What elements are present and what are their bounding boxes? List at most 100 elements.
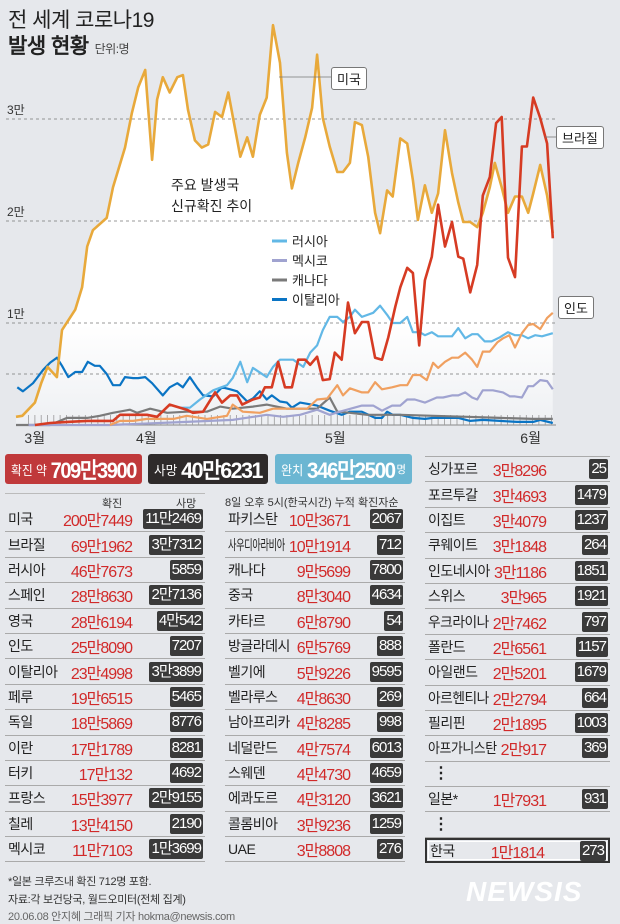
legend-label: 멕시코 xyxy=(292,254,328,269)
country-name: 남아프리카 xyxy=(228,714,290,731)
recovered-label: 완치 xyxy=(281,462,304,478)
confirmed-count: 4만3120 xyxy=(296,792,351,810)
deaths-value: 40만6231 xyxy=(181,458,263,483)
y-tick-label: 1만 xyxy=(7,307,25,321)
table-row: 포르투갈 3만4693 1479 xyxy=(425,482,610,508)
table-row: 네덜란드 4만7574 6013 xyxy=(225,736,405,761)
death-count: 1157 xyxy=(575,636,608,657)
callout-usa: 미국 xyxy=(331,67,367,90)
country-name: 아르헨티나 xyxy=(428,689,489,706)
table-row: 칠레 13만4150 2190 xyxy=(5,812,205,838)
table-row: 이탈리아 23만4998 3만3899 xyxy=(5,659,205,685)
confirmed-count: 28만8630 xyxy=(70,589,133,607)
table-row: 미국 200만7449 11만2469 xyxy=(5,507,205,533)
death-count: 1479 xyxy=(574,484,608,505)
country-name: 스페인 xyxy=(8,587,46,604)
timestamp-note: 8일 오후 5시(한국시간) 누적 확진자순 xyxy=(225,497,399,509)
table-row: 사우디아라비아 10만1914 712 xyxy=(225,532,405,558)
footnote: *일본 크루즈내 확진 712명 포함. xyxy=(8,876,152,888)
confirmed-count: 2만2794 xyxy=(492,691,547,709)
table-row: 쿠웨이트 3만1848 264 xyxy=(425,533,610,559)
death-count: 7800 xyxy=(369,559,403,580)
table-row: 아일랜드 2만5201 1679 xyxy=(425,660,610,686)
death-count: 3만3899 xyxy=(149,661,203,682)
country-name: 사우디아라비아 xyxy=(228,536,285,553)
country-name: 인도네시아 xyxy=(428,562,490,579)
confirmed-count: 11만7103 xyxy=(72,843,133,861)
table-row: 벨기에 5만9226 9595 xyxy=(225,659,405,685)
death-count: 1679 xyxy=(574,662,608,683)
table-row: 캐나다 9만5699 7800 xyxy=(225,558,405,584)
series-line-인도 xyxy=(109,311,554,427)
confirmed-count: 23만4998 xyxy=(70,665,133,683)
death-count: 1003 xyxy=(574,713,608,734)
country-name: 네덜란드 xyxy=(228,739,278,756)
ellipsis: ⋮ xyxy=(433,815,449,833)
confirmed-label: 확진 약 xyxy=(11,462,47,478)
country-name: 인도 xyxy=(8,638,33,655)
table-row: 스위스 3만965 1921 xyxy=(425,584,610,610)
death-count: 2만7136 xyxy=(149,585,203,606)
death-count: 8776 xyxy=(169,712,203,733)
table-row: 인도 25만8090 7207 xyxy=(5,634,205,660)
series-line-이탈리아 xyxy=(16,356,554,425)
series-line-캐나다 xyxy=(16,396,553,427)
death-count: 4만542 xyxy=(156,610,203,631)
country-name: 에콰도르 xyxy=(228,790,278,807)
deaths-content: 사망 40만6231 xyxy=(154,453,263,485)
death-count: 5465 xyxy=(169,686,203,707)
y-tick-label: 3만 xyxy=(7,103,25,117)
death-count: 1921 xyxy=(574,586,608,607)
confirmed-count: 25만8090 xyxy=(70,640,133,658)
confirmed-count: 4만8285 xyxy=(296,716,351,734)
confirmed-count: 3만9236 xyxy=(296,817,351,835)
recovered-suffix: 명 xyxy=(396,464,406,476)
confirmed-count: 2만5201 xyxy=(492,666,547,684)
source-note: 자료:각 보건당국, 월드오미터(전체 집계) xyxy=(8,894,186,906)
confirmed-count: 3만1186 xyxy=(493,564,547,582)
confirmed-count: 2만1895 xyxy=(492,717,547,735)
table-row: 파키스탄 10만3671 2067 xyxy=(225,507,405,533)
death-count: 1851 xyxy=(574,560,608,581)
country-name: 벨기에 xyxy=(228,663,266,680)
country-name: 미국 xyxy=(8,511,33,528)
summary-confirmed: 확진 약 709만3900 xyxy=(5,454,142,484)
confirmed-count: 28만6194 xyxy=(70,614,133,632)
timestamp-header: 8일 오후 5시(한국시간) 누적 확진자순 xyxy=(225,493,405,509)
confirmed-count: 3만8808 xyxy=(296,843,351,861)
confirmed-count: 18만5869 xyxy=(70,716,133,734)
table-row: 아르헨티나 2만2794 664 xyxy=(425,686,610,711)
callout-brazil: 브라질 xyxy=(556,126,604,149)
annotation-line1: 주요 발생국 xyxy=(171,177,239,193)
confirmed-count: 4만8630 xyxy=(296,690,351,708)
table-row: 우크라이나 2만7462 797 xyxy=(425,609,610,635)
country-name: 중국 xyxy=(228,587,253,604)
table-row: 스웨덴 4만4730 4659 xyxy=(225,761,405,787)
x-tick-label: 6월 xyxy=(520,430,541,446)
death-count: 9595 xyxy=(369,661,403,682)
death-count: 273 xyxy=(579,840,606,861)
country-name: 방글라데시 xyxy=(228,638,290,655)
legend-label: 캐나다 xyxy=(292,273,328,288)
confirmed-count: 3만965 xyxy=(500,590,547,608)
country-name: 영국 xyxy=(8,612,33,629)
chart-title-line1: 전 세계 코로나19 xyxy=(8,9,154,32)
confirmed-count: 3만4693 xyxy=(492,488,547,506)
x-tick-label: 3월 xyxy=(24,430,45,446)
confirmed-count: 17만132 xyxy=(78,767,133,785)
table-row: 벨라루스 4만8630 269 xyxy=(225,685,405,711)
death-count: 5859 xyxy=(169,559,203,580)
table-row: 페루 19만6515 5465 xyxy=(5,685,205,711)
country-name: 이탈리아 xyxy=(8,663,58,680)
country-name: 페루 xyxy=(8,688,33,705)
death-count: 931 xyxy=(581,789,608,810)
confirmed-count: 17만1789 xyxy=(70,741,133,759)
table-row: 폴란드 2만6561 1157 xyxy=(425,635,610,661)
death-count: 1259 xyxy=(369,813,403,834)
ellipsis: ⋮ xyxy=(433,764,449,782)
confirmed-count: 46만7673 xyxy=(70,563,133,581)
country-name: 파키스탄 xyxy=(228,511,278,528)
table-row: 한국 1만1814 273 xyxy=(425,837,610,864)
table-row: 싱가포르 3만8296 25 xyxy=(425,457,610,483)
confirmed-count: 3만1848 xyxy=(492,539,547,557)
